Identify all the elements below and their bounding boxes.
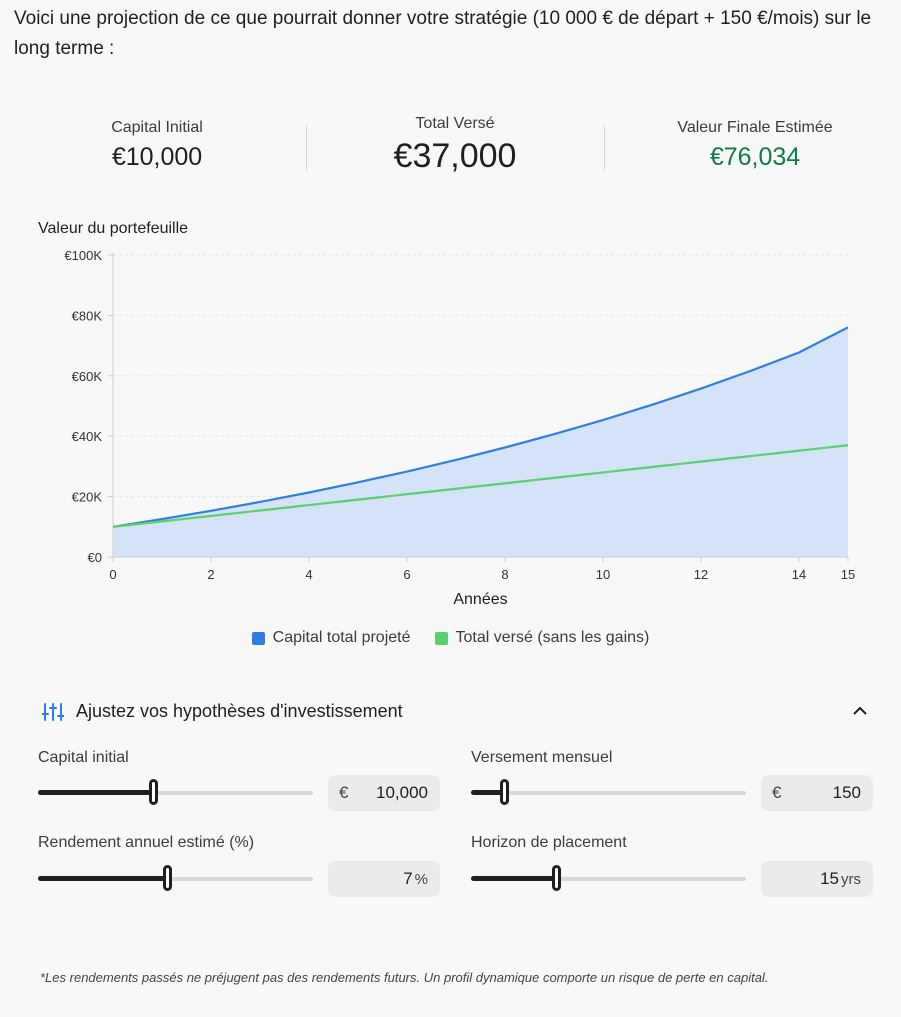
- slider-thumb[interactable]: [162, 865, 172, 891]
- slider-track: [471, 791, 746, 795]
- x-tick-label: 15: [841, 567, 855, 582]
- x-tick-label: 2: [207, 567, 214, 582]
- adjust-section-title: Ajustez vos hypothèses d'investissement: [76, 701, 403, 721]
- param-label-horizon: Horizon de placement: [471, 834, 627, 851]
- stat-value: €76,034: [709, 143, 801, 171]
- versement-value: 150: [832, 783, 861, 802]
- chevron-up-icon[interactable]: [852, 703, 868, 724]
- chart-legend: Capital total projeté Total versé (sans …: [0, 629, 901, 647]
- stat-label: Capital Initial: [111, 119, 203, 136]
- legend-item-total-verse[interactable]: Total versé (sans les gains): [434, 629, 650, 647]
- portfolio-chart: €0 €20K €40K €60K €80K €100K 0 2 4 6 8 10 12 14 15 Anné…: [64, 248, 855, 608]
- param-label-rendement: Rendement annuel estimé (%): [38, 834, 255, 851]
- x-tick-label: 14: [792, 567, 806, 582]
- stat-divider: [306, 125, 307, 171]
- slider-track: [471, 877, 746, 881]
- tune-icon: [41, 702, 65, 727]
- y-tick-label: €20K: [72, 490, 103, 505]
- x-tick-label: 12: [694, 567, 708, 582]
- horizon-input[interactable]: 15 yrs: [761, 861, 873, 897]
- percent-unit: %: [414, 871, 428, 888]
- y-tick-label: €100K: [64, 248, 102, 263]
- y-tick-label: €80K: [72, 308, 103, 323]
- capital-input[interactable]: € 10,000: [328, 775, 440, 811]
- versement-input[interactable]: € 150: [761, 775, 873, 811]
- slider-fill: [471, 790, 504, 795]
- param-label-versement: Versement mensuel: [471, 749, 613, 766]
- series-line-1: [112, 444, 849, 528]
- slider-fill: [471, 876, 557, 881]
- slider-fill: [38, 790, 154, 795]
- stat-value: €37,000: [393, 137, 517, 175]
- slider-track: [38, 877, 313, 881]
- series-line-0: [112, 326, 849, 528]
- param-label-capital: Capital initial: [38, 749, 129, 766]
- currency-prefix: €: [339, 783, 349, 802]
- versement-slider[interactable]: [471, 778, 746, 808]
- slider-thumb[interactable]: [149, 779, 158, 805]
- slider-thumb[interactable]: [499, 779, 509, 805]
- disclaimer-text: *Les rendements passés ne préjugent pas …: [40, 970, 769, 985]
- stat-valeur-finale: Valeur Finale Estimée €76,034: [655, 119, 855, 172]
- legend-swatch-blue: [251, 631, 265, 645]
- slider-thumb[interactable]: [551, 865, 561, 891]
- stat-divider: [604, 125, 605, 171]
- rendement-slider[interactable]: [38, 864, 313, 894]
- x-tick-label: 8: [501, 567, 508, 582]
- horizon-value: 15: [820, 869, 839, 888]
- x-tick-label: 10: [596, 567, 610, 582]
- adjust-section-header[interactable]: Ajustez vos hypothèses d'investissement: [41, 700, 868, 727]
- stat-value: €10,000: [111, 143, 203, 171]
- chart-y-axis-title: Valeur du portefeuille: [38, 220, 189, 237]
- stat-label: Valeur Finale Estimée: [677, 119, 833, 136]
- x-axis-title: Années: [453, 591, 507, 608]
- area-capital-projete: [113, 327, 848, 557]
- stat-label: Total Versé: [415, 115, 495, 132]
- legend-label: Capital total projeté: [272, 629, 411, 646]
- rendement-value: 7: [403, 869, 413, 888]
- capital-value: 10,000: [376, 783, 428, 802]
- horizon-slider[interactable]: [471, 864, 746, 894]
- currency-prefix: €: [772, 783, 782, 802]
- x-tick-label: 6: [403, 567, 410, 582]
- capital-slider[interactable]: [38, 778, 313, 808]
- y-tick-label: €0: [88, 550, 102, 565]
- intro-text: Voici une projection de ce que pourrait …: [14, 8, 872, 59]
- slider-track: [38, 791, 313, 795]
- y-tick-label: €40K: [72, 429, 103, 444]
- legend-label: Total versé (sans les gains): [455, 629, 650, 646]
- x-tick-label: 4: [305, 567, 312, 582]
- legend-item-capital[interactable]: Capital total projeté: [251, 629, 411, 647]
- y-tick-label: €60K: [72, 369, 103, 384]
- years-unit: yrs: [841, 871, 861, 888]
- rendement-input[interactable]: 7%: [328, 861, 440, 897]
- legend-swatch-green: [434, 631, 448, 645]
- stat-capital-initial: Capital Initial €10,000: [82, 119, 232, 172]
- x-tick-label: 0: [109, 567, 116, 582]
- slider-fill: [38, 876, 168, 881]
- stat-total-verse: Total Versé €37,000: [370, 115, 540, 176]
